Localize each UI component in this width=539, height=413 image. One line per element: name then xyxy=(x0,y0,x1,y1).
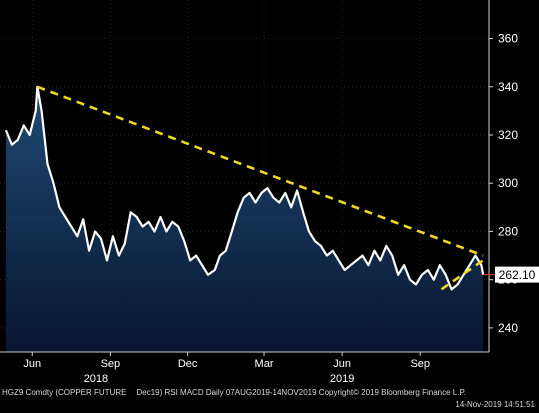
y-tick-label: 320 xyxy=(498,128,518,142)
footer-timestamp: 14-Nov-2019 14:51:51 xyxy=(455,400,535,409)
y-tick-label: 300 xyxy=(498,176,518,190)
price-chart: 240260280300320340360 JunSepDecMarJunSep… xyxy=(0,0,539,384)
x-year-label: 2019 xyxy=(330,373,354,384)
footer-indicators: Dec19) RSI MACD xyxy=(136,388,204,397)
y-tick-label: 280 xyxy=(498,224,518,238)
y-tick-label: 360 xyxy=(498,32,518,46)
x-tick-label: Mar xyxy=(255,358,274,370)
chart-footer: HGZ9 Comdty (COPPER FUTURE Dec19) RSI MAC… xyxy=(0,384,539,413)
x-tick-label: Jun xyxy=(23,358,41,370)
footer-copyright: Copyright© 2019 Bloomberg Finance L.P. xyxy=(318,388,466,397)
x-year-label: 2018 xyxy=(84,373,108,384)
footer-ticker: HGZ9 Comdty (COPPER FUTURE xyxy=(2,388,127,397)
x-tick-label: Sep xyxy=(410,358,430,370)
trendline xyxy=(36,85,484,257)
x-tick-label: Jun xyxy=(333,358,351,370)
last-value-label: 262.10 xyxy=(499,268,536,282)
price-line xyxy=(4,85,485,291)
trendline xyxy=(440,259,484,291)
x-axis-ticks: Jun Sep Dec Mar Jun Sep 2018 2019 xyxy=(23,352,430,384)
x-tick-label: Sep xyxy=(101,358,121,370)
x-tick-label: Dec xyxy=(178,358,198,370)
last-value-marker: 262.10 xyxy=(483,266,539,283)
trendlines xyxy=(36,85,484,291)
footer-description: HGZ9 Comdty (COPPER FUTURE Dec19) RSI MAC… xyxy=(2,388,466,397)
price-area xyxy=(5,86,484,353)
last-value-box xyxy=(495,266,539,283)
y-tick-label: 240 xyxy=(498,321,518,335)
footer-range: Daily 07AUG2019-14NOV2019 xyxy=(205,388,317,397)
y-tick-label: 340 xyxy=(498,80,518,94)
